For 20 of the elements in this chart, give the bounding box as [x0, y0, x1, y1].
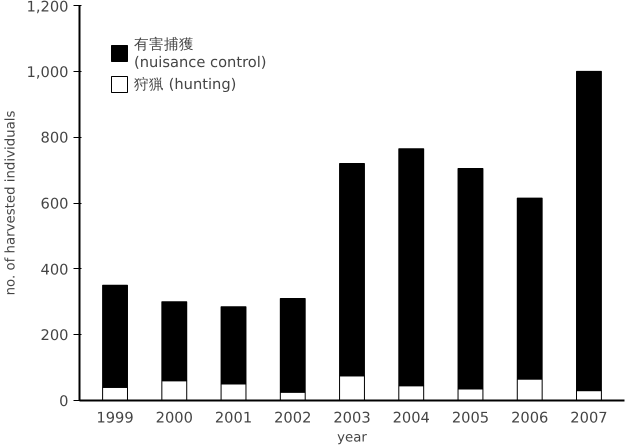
x-tick-label: 2003	[333, 410, 371, 426]
y-tick-label: 200	[40, 327, 69, 344]
y-tick-label: 1,200	[26, 0, 69, 16]
y-axis-title: no. of harvested individuals	[4, 110, 19, 296]
x-tick-label: 2002	[274, 410, 312, 426]
y-tick-label: 0	[59, 393, 69, 410]
x-tick-label: 2001	[214, 410, 252, 426]
y-tick-label: 400	[40, 261, 69, 278]
x-tick-label: 1999	[96, 410, 134, 426]
y-tick-label: 600	[40, 196, 69, 212]
x-tick-label: 2004	[392, 410, 430, 426]
x-tick-label: 2007	[570, 410, 608, 426]
x-tick-label: 2006	[511, 410, 548, 426]
y-tick-label: 800	[40, 130, 69, 147]
x-axis-title: year	[337, 430, 368, 446]
y-tick-label: 1,000	[26, 64, 69, 81]
x-tick-label: 2005	[452, 410, 490, 426]
legend-label: 有害捕獲 (nuisance control)	[134, 35, 267, 71]
x-tick-label: 2000	[156, 410, 193, 426]
legend-label: 狩猟 (hunting)	[134, 74, 236, 94]
